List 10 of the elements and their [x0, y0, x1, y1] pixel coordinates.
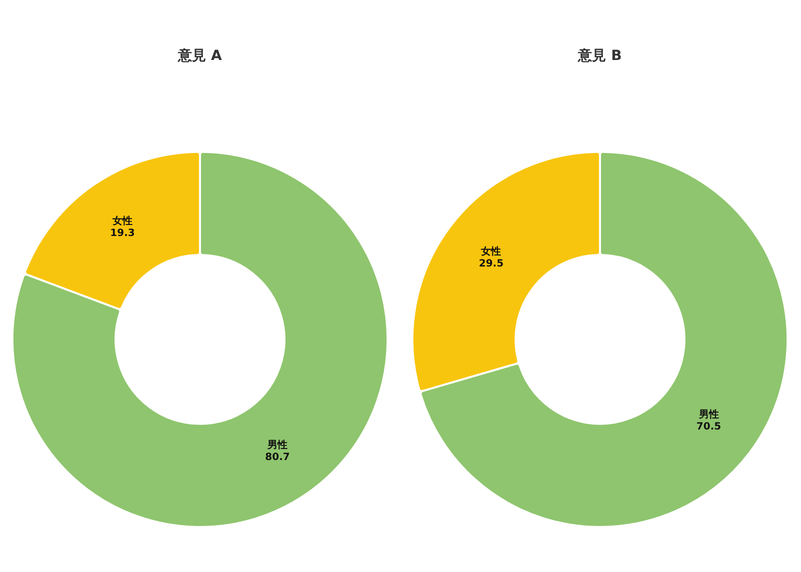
chart-title: 意見 A [177, 47, 222, 64]
slice-label: 男性 [698, 408, 719, 421]
data-label: 19.3 [110, 228, 135, 240]
data-label: 80.7 [265, 452, 290, 463]
slice-label: 女性 [111, 215, 132, 228]
data-label: 70.5 [696, 422, 722, 433]
slice-label: 女性 [480, 245, 502, 258]
data-label: 29.5 [478, 258, 504, 270]
slice-label: 男性 [266, 438, 288, 451]
chart-title: 意見 B [577, 47, 622, 64]
